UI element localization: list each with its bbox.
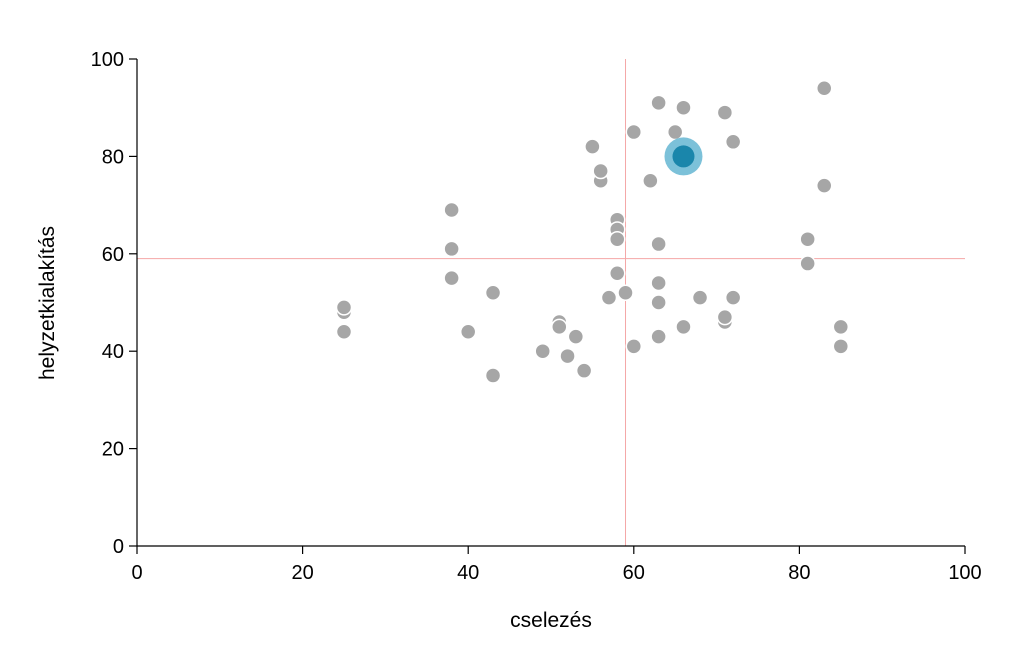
y-tick-label: 0 [113, 536, 124, 558]
data-point [650, 235, 667, 253]
x-tick-label: 60 [623, 562, 645, 584]
data-point [584, 138, 601, 155]
data-point [675, 99, 692, 116]
data-point [832, 318, 850, 336]
data-point [335, 323, 353, 340]
x-tick-label: 40 [457, 562, 479, 584]
x-tick-label: 100 [948, 562, 981, 584]
data-point [642, 172, 659, 189]
data-point [608, 265, 626, 282]
y-tick-label: 20 [102, 439, 124, 461]
data-point [716, 104, 734, 121]
data-point [815, 79, 833, 97]
data-point [534, 342, 551, 360]
data-points [335, 79, 850, 384]
data-point [625, 123, 643, 141]
data-point [716, 308, 734, 326]
data-point [559, 347, 576, 365]
data-point [443, 240, 460, 258]
data-point [799, 255, 816, 272]
y-axis-title: helyzetkialakítás [36, 226, 59, 380]
data-point [608, 230, 626, 248]
data-point [650, 274, 667, 292]
data-point [724, 133, 742, 151]
data-point [666, 123, 684, 141]
data-point [799, 230, 816, 248]
data-point [650, 94, 667, 112]
x-tick-label: 0 [131, 562, 142, 584]
data-point [335, 299, 353, 316]
highlight-point [672, 145, 695, 168]
data-point [675, 318, 692, 336]
data-point [650, 294, 667, 311]
data-point [617, 284, 634, 302]
data-point [625, 338, 643, 355]
data-point [832, 338, 850, 355]
data-point [650, 328, 667, 345]
y-tick-label: 100 [91, 49, 124, 71]
y-tick-label: 40 [102, 341, 124, 363]
data-point [592, 162, 609, 180]
data-point [691, 289, 709, 306]
y-tick-label: 80 [102, 146, 124, 168]
y-tick-label: 60 [102, 244, 124, 266]
reference-lines [137, 59, 965, 546]
data-point [443, 269, 460, 287]
data-point [575, 362, 593, 379]
data-point [484, 367, 502, 384]
data-point [724, 289, 742, 306]
axes: 0 20 40 60 80 100 0 20 40 60 80 100 [91, 49, 982, 584]
x-tick-label: 20 [291, 562, 313, 584]
data-point [600, 289, 618, 306]
x-tick-label: 80 [788, 562, 810, 584]
x-axis-title: cselezés [510, 609, 592, 632]
data-point [459, 323, 477, 340]
data-point [443, 201, 460, 219]
data-point [484, 284, 502, 302]
data-point [567, 328, 585, 345]
data-point [815, 177, 833, 194]
data-point [551, 318, 568, 336]
